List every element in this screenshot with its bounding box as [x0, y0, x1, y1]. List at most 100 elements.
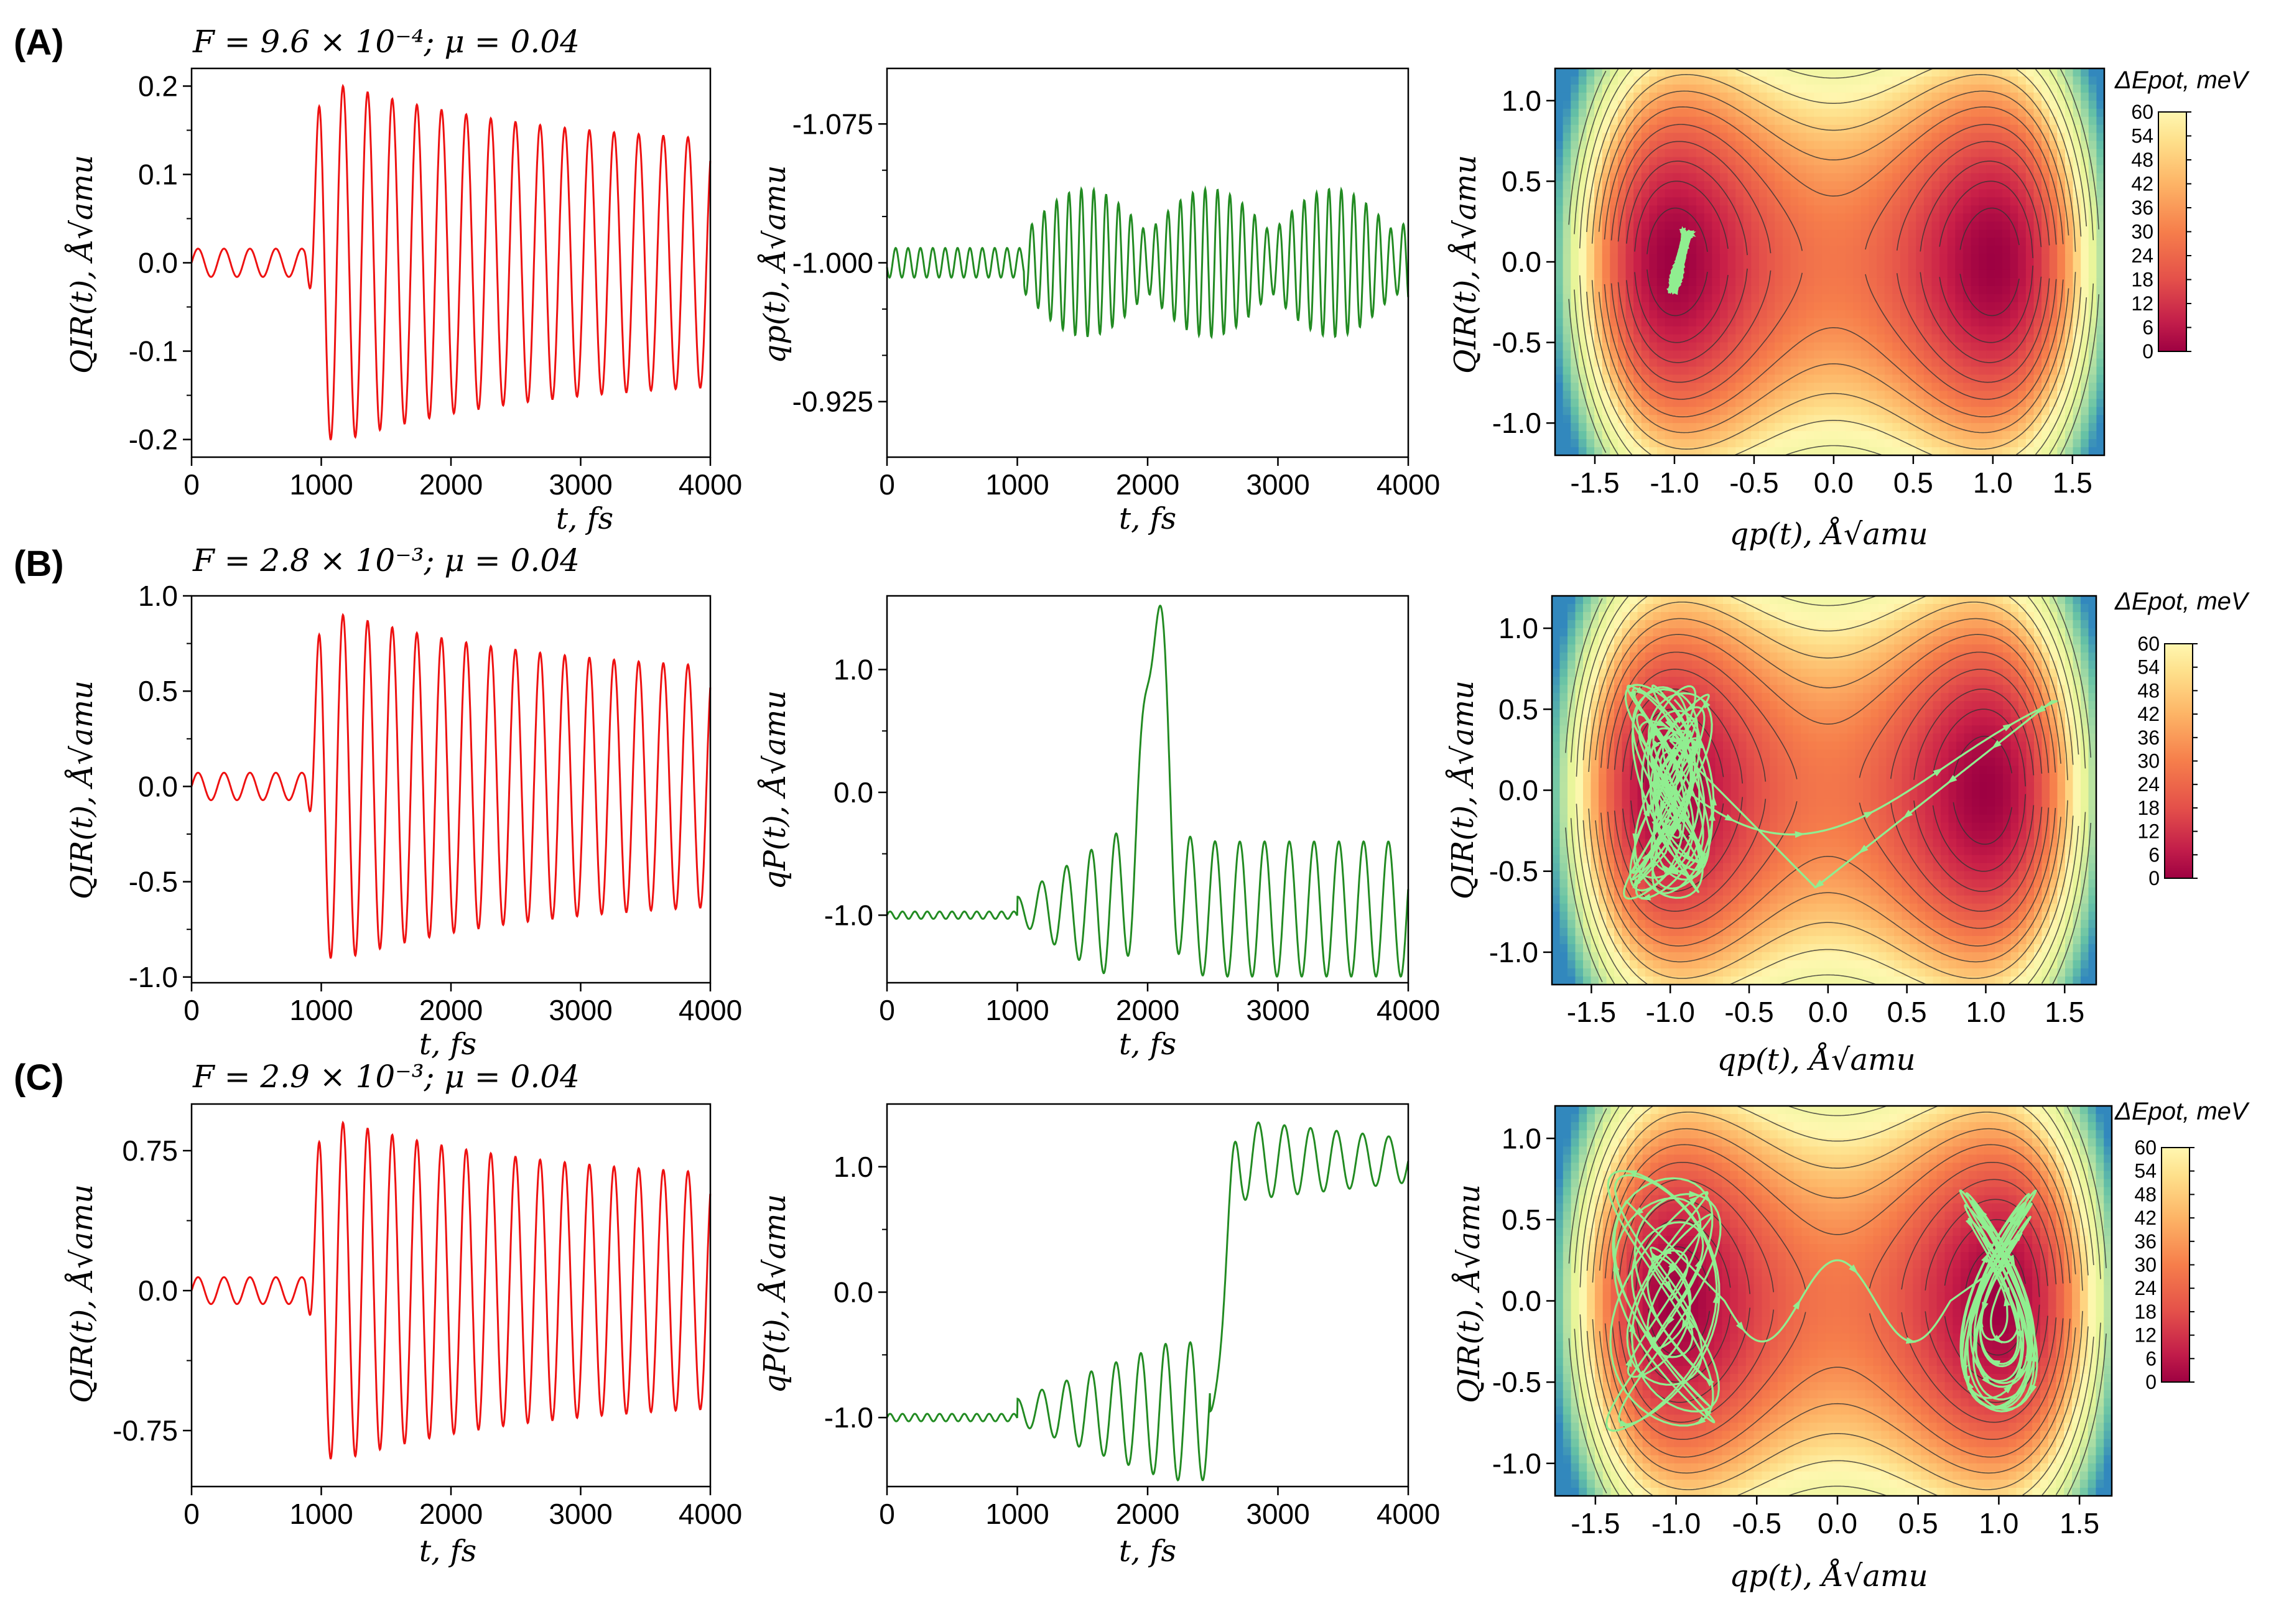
trajectory-arrow: [2002, 723, 2013, 731]
colorbar-tick-label: 0: [2142, 340, 2153, 363]
trajectory-arrow: [1979, 1278, 1986, 1289]
y-tick-label: -0.5: [1492, 1366, 1541, 1398]
trajectory-arrow: [1668, 868, 1679, 875]
y-tick-label: -1.0: [1489, 936, 1538, 968]
x-tick-label: -1.0: [1646, 996, 1695, 1028]
colorbar-tick-label: 42: [2131, 173, 2153, 195]
trajectory-arrow: [1694, 1258, 1702, 1269]
x-tick-label: 2000: [419, 468, 483, 501]
colorbar-tick-label: 60: [2131, 101, 2153, 123]
y-tick-label: 0.5: [138, 675, 178, 707]
trajectory-arrow: [1666, 1315, 1674, 1326]
y-tick-label: 0.5: [1502, 165, 1541, 197]
chart-a-ir: 0 1000 2000 3000 4000 0.2 0.1 0.0 -0.1 -0.2 t, fs…: [64, 67, 742, 536]
colorbar-tick-label: 12: [2134, 1324, 2157, 1347]
y-tick-label: 0.0: [138, 770, 178, 802]
trajectory-arrow: [2017, 1206, 2025, 1217]
trajectory-arrow: [1724, 814, 1735, 822]
x-tick-label: 3000: [1246, 994, 1309, 1026]
trajectory-arrow: [1864, 811, 1874, 819]
x-tick-label: 4000: [679, 468, 742, 501]
series-line-b-ir: [190, 613, 712, 959]
x-tick-label: 2000: [1116, 468, 1179, 501]
y-tick-label: -1.0: [824, 1401, 873, 1434]
axis-ticks-a-ir: 0 1000 2000 3000 4000 0.2 0.1 0.0 -0.1 -0.2: [129, 70, 742, 501]
ylabel-map-a: QIR(t), Å√amu: [1447, 155, 1483, 374]
colorbar-title-b: ΔEpot, meV: [2114, 588, 2250, 615]
axis-ticks-c-qp: 0 1000 2000 3000 4000 1.0 0.0 -1.0: [824, 1151, 1440, 1530]
trajectory-arrow: [1683, 848, 1691, 860]
trajectory-arrow: [1661, 778, 1670, 789]
trajectory-arrow: [1688, 1319, 1695, 1330]
trajectory-arrow: [1795, 831, 1806, 838]
trajectory-arrow: [1678, 257, 1686, 268]
trajectory-arrow: [1905, 1337, 1916, 1344]
ylabel-map-b: QIR(t), Å√amu: [1445, 680, 1480, 899]
colorbar-tick-label: 12: [2131, 292, 2153, 315]
trajectory-arrow: [1665, 748, 1676, 756]
colorbar-tick-label: 36: [2134, 1230, 2157, 1253]
trajectory-arrow: [1674, 254, 1682, 265]
x-tick-label: 3000: [549, 1498, 612, 1530]
trajectory-arrow: [1977, 1317, 1984, 1327]
trajectory-arrow: [1633, 1207, 1643, 1216]
y-tick-label: 1.0: [834, 1151, 873, 1183]
x-tick-label: 3000: [1246, 1498, 1309, 1530]
y-tick-label: -0.5: [129, 866, 178, 898]
x-tick-label: 0.0: [1818, 1507, 1857, 1539]
trajectory-arrow: [1646, 800, 1653, 812]
ylabel-a-qp: qp(t), Å√amu: [757, 165, 792, 363]
trajectory-arrow: [1674, 713, 1684, 724]
xlabel-a-qp: t, fs: [1119, 501, 1176, 536]
y-tick-label: -1.0: [824, 899, 873, 931]
colorbar-tick-label: 24: [2131, 244, 2153, 267]
x-tick-label: 2000: [1116, 1498, 1179, 1530]
trajectory-arrow: [1650, 724, 1657, 735]
trajectory-arrow: [1668, 282, 1675, 292]
x-tick-label: 0.5: [1887, 996, 1927, 1028]
x-tick-label: -1.0: [1650, 466, 1699, 499]
trajectory-arrow: [1982, 1375, 1992, 1385]
trajectory-arrow: [1991, 740, 2002, 749]
trajectory-arrow: [2007, 1255, 2015, 1266]
trajectory-arrow: [1670, 799, 1680, 809]
trajectory-arrow: [2003, 1287, 2011, 1298]
x-tick-label: 1.5: [2045, 996, 2084, 1028]
colorbar-tick-label: 54: [2131, 125, 2153, 147]
trajectory-arrow: [2017, 1330, 2023, 1341]
colorbar-tick-label: 36: [2137, 726, 2160, 749]
trajectory-arrow: [1689, 1190, 1699, 1198]
trajectory-arrow: [1995, 1243, 2004, 1255]
x-tick-label: 4000: [1377, 1498, 1440, 1530]
trajectory-arrow: [1849, 1264, 1859, 1274]
x-tick-label: 0: [879, 1498, 895, 1530]
colorbar-tick-label: 30: [2131, 221, 2153, 243]
row-title-a: F = 9.6 × 10⁻⁴; μ = 0.04: [192, 24, 580, 60]
xlabel-b-ir: t, fs: [419, 1027, 476, 1062]
trajectory-arrow: [2013, 1231, 2023, 1241]
y-tick-label: -0.925: [792, 386, 873, 418]
colorbar-tick-label: 6: [2148, 843, 2160, 866]
trajectory-arrow: [1689, 1195, 1699, 1205]
colorbar-tick-label: 6: [2142, 317, 2153, 339]
chart-a-qp: 0 1000 2000 3000 4000 -1.075 -1.000 -0.925 t, f…: [757, 67, 1440, 536]
trajectory-arrow: [1736, 1321, 1745, 1332]
colorbar-tick-label: 0: [2148, 867, 2160, 889]
x-tick-label: -0.5: [1724, 996, 1773, 1028]
row-b: (B) F = 2.8 × 10⁻³; μ = 0.04 0 1000 2000 30…: [14, 542, 2250, 1077]
y-tick-label: 0.5: [1502, 1204, 1541, 1236]
series-line-a-ir: [190, 83, 712, 440]
y-tick-label: 1.0: [1502, 85, 1541, 117]
xlabel-map-c: qp(t), Å√amu: [1729, 1558, 1928, 1594]
trajectory-arrow: [1649, 1336, 1657, 1347]
ylabel-c-ir: QIR(t), Å√amu: [64, 1184, 100, 1403]
panel-label-c: (C): [14, 1057, 64, 1098]
trajectory-arrow: [1635, 687, 1646, 695]
trajectory-arrow: [1704, 1376, 1714, 1387]
colorbar-tick-label: 54: [2134, 1160, 2157, 1182]
colorbar-tick-label: 24: [2134, 1277, 2157, 1299]
colorbar-tick-label: 24: [2137, 773, 2160, 796]
trajectory-arrow: [1903, 810, 1913, 819]
